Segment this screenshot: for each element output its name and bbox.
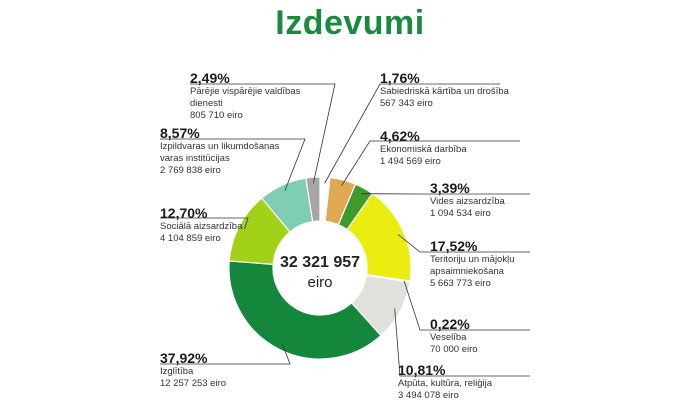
pct-label: 10,81% [398,362,446,378]
pct-label: 8,57% [160,125,200,141]
pct-label: 3,39% [430,180,470,196]
leader-line-8 [160,138,306,191]
slice-amount: 3 494 078 eiro [398,390,459,401]
pct-label: 2,49% [190,70,230,86]
label-ekonomiska-darbiba: 4,62% Ekonomiskā darbība 1 494 569 eiro [380,128,530,168]
label-parejie-dienesti: 2,49% Pārējie vispārējie valdības dienes… [190,70,335,122]
total-unit: eiro [307,274,333,291]
slice-name: Veselība [430,332,467,343]
slice-amount: 1 494 569 eiro [380,156,441,167]
label-sociala-aizsardziba: 12,70% Sociālā aizsardzība 4 104 859 eir… [160,205,245,245]
label-sabiedriska-kartiba: 1,76% Sabiedriskā kārtība un drošība 567… [380,70,550,110]
slice-amount: 805 710 eiro [190,110,243,121]
slice-amount: 567 343 eiro [380,98,433,109]
leader-line-0 [324,83,500,184]
slice-name: Izpildvaras un likumdošanas varas instit… [160,141,280,164]
leader-line-4 [403,280,530,331]
label-teritoriju-apsaimniekosana: 17,52% Teritoriju un mājokļu apsaimnieko… [430,238,540,290]
leader-line-6 [160,344,291,365]
slice-name: Pārējie vispārējie valdības dienesti [190,86,301,109]
pct-label: 17,52% [430,238,478,254]
label-izglitiba: 37,92% Izglītība 12 257 253 eiro [160,350,270,390]
pct-label: 37,92% [160,350,208,366]
label-atputa-kultura: 10,81% Atpūta, kultūra, reliģija 3 494 0… [398,362,538,402]
slice-name: Vides aizsardzība [430,196,505,207]
leader-line-3 [397,234,530,253]
slice-name: Atpūta, kultūra, reliģija [398,378,492,389]
leader-line-7 [160,217,249,230]
slice-amount: 4 104 859 eiro [160,233,221,244]
leader-line-9 [190,83,336,184]
pct-label: 12,70% [160,205,208,221]
donut-slices [228,176,412,360]
slice-name: Sabiedriskā kārtība un drošība [380,86,509,97]
slice-amount: 5 663 773 eiro [430,278,491,289]
chart-title: Izdevumi [275,4,425,42]
slice-name: Teritoriju un mājokļu apsaimniekošana [430,254,515,277]
total-value: 32 321 957 [279,254,361,271]
slice-9 [305,176,321,223]
slice-amount: 12 257 253 eiro [160,378,227,389]
leader-line-5 [394,308,530,377]
total-label: 32 321 957 eiro [270,253,370,293]
leader-lines [160,83,530,377]
slice-amount: 70 000 eiro [430,344,478,355]
pct-label: 4,62% [380,128,420,144]
slice-name: Sociālā aizsardzība [160,221,243,232]
pct-label: 0,22% [430,316,470,332]
label-izpildvaras-institucijas: 8,57% Izpildvaras un likumdošanas varas … [160,125,290,177]
pct-label: 1,76% [380,70,420,86]
label-vides-aizsardziba: 3,39% Vides aizsardzība 1 094 534 eiro [430,180,540,220]
label-veseliba: 0,22% Veselība 70 000 eiro [430,316,540,356]
slice-name: Ekonomiskā darbība [380,144,467,155]
slice-amount: 2 769 838 eiro [160,165,221,176]
slice-6 [228,260,382,360]
slice-name: Izglītība [160,366,194,377]
slice-amount: 1 094 534 eiro [430,208,491,219]
leader-line-1 [341,140,520,186]
